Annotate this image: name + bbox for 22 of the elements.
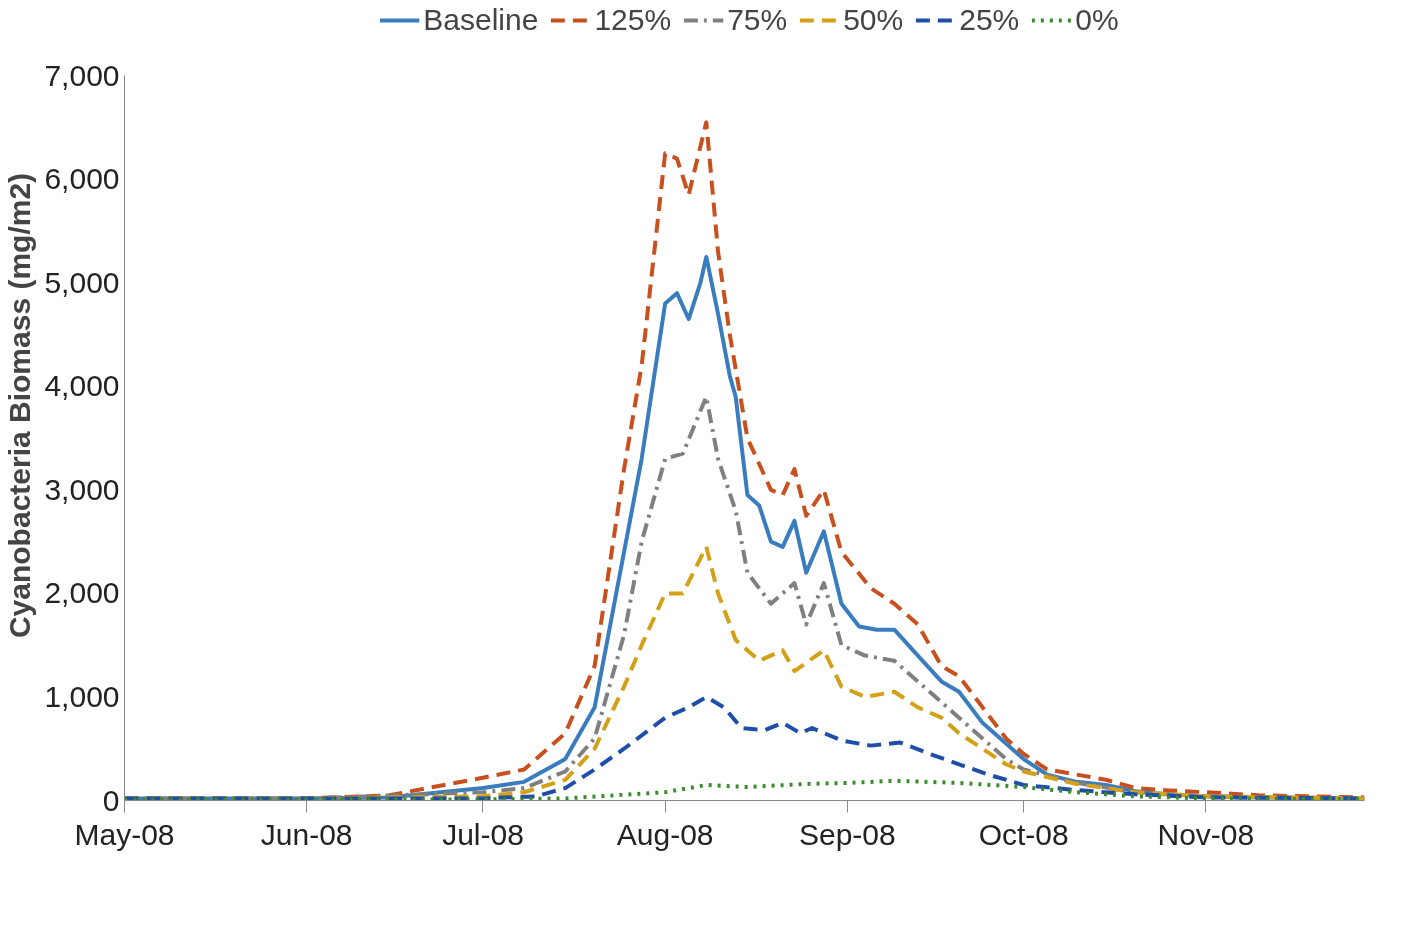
legend-label: 50%	[843, 3, 904, 38]
y-tick-label: 0	[102, 783, 120, 817]
y-tick-label: 3,000	[44, 472, 120, 506]
x-tick-label: Sep-08	[798, 817, 896, 851]
y-axis-title: Cyanobacteria Biomass (mg/m2)	[3, 172, 37, 639]
y-tick-label: 6,000	[44, 162, 120, 196]
legend-label: 125%	[594, 3, 672, 38]
x-tick-label: Jun-08	[260, 817, 353, 851]
y-tick-label: 5,000	[44, 265, 120, 299]
y-tick-label: 2,000	[44, 576, 120, 610]
legend-label: 0%	[1075, 3, 1119, 38]
x-tick-label: Nov-08	[1157, 817, 1255, 851]
x-tick-label: May-08	[74, 817, 175, 851]
y-tick-label: 4,000	[44, 369, 120, 403]
legend-label: 75%	[727, 3, 788, 38]
x-tick-label: Aug-08	[616, 817, 714, 851]
legend-label: 25%	[959, 3, 1020, 38]
y-tick-label: 1,000	[44, 679, 120, 713]
y-tick-label: 7,000	[44, 58, 120, 92]
legend-label: Baseline	[423, 3, 539, 38]
x-tick-label: Oct-08	[978, 817, 1069, 851]
x-tick-label: Jul-08	[442, 817, 524, 851]
